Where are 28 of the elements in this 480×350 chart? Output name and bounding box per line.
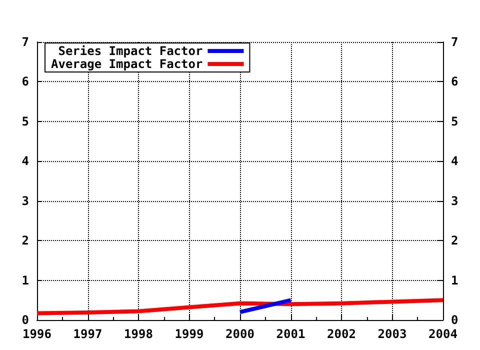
- y-tick-label: 4: [22, 154, 29, 168]
- x-tick-label: 2004: [428, 327, 458, 341]
- y2-tick-label: 5: [451, 114, 458, 128]
- legend-label: Series Impact Factor: [58, 44, 203, 58]
- y-tick-label: 3: [22, 194, 29, 208]
- y2-tick-label: 4: [451, 154, 458, 168]
- y-tick-label: 5: [22, 114, 29, 128]
- y2-tick-label: 0: [451, 313, 458, 327]
- legend-label: Average Impact Factor: [51, 57, 203, 71]
- y-tick-label: 0: [22, 313, 29, 327]
- y-tick-label: 6: [22, 74, 29, 89]
- x-tick-label: 2003: [378, 327, 407, 341]
- y2-tick-label: 3: [451, 194, 458, 208]
- x-tick-label: 1999: [174, 327, 204, 341]
- x-tick-label: 1996: [22, 327, 52, 341]
- x-tick-label: 1998: [124, 327, 153, 341]
- y-tick-label: 1: [22, 273, 29, 288]
- y2-tick-label: 6: [451, 74, 458, 89]
- x-tick-label: 1997: [73, 327, 102, 341]
- y-tick-label: 2: [22, 234, 29, 248]
- y2-tick-label: 1: [451, 273, 458, 288]
- y2-tick-label: 2: [451, 234, 458, 248]
- x-tick-label: 2001: [276, 327, 306, 341]
- x-tick-label: 2002: [327, 327, 356, 341]
- y-tick-label: 7: [22, 35, 29, 49]
- y2-tick-label: 7: [451, 35, 458, 49]
- line-series: [35, 298, 445, 316]
- x-tick-label: 2000: [226, 327, 254, 341]
